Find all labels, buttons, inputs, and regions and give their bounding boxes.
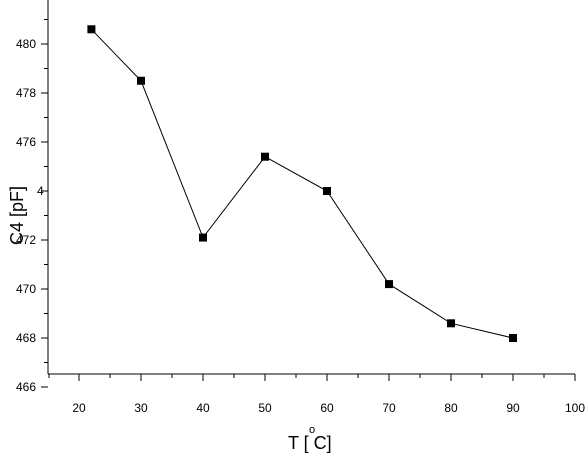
x-tick-label-90: 90 [506, 401, 520, 415]
data-point-40 [199, 233, 207, 242]
data-point-90 [509, 334, 517, 342]
plot-area [87, 25, 517, 342]
data-point-30 [137, 76, 145, 85]
x-ticks: 20 30 40 50 60 70 80 90 100 [48, 374, 585, 415]
x-tick-label-20: 20 [72, 401, 86, 415]
series-markers [87, 25, 517, 342]
x-tick-label-30: 30 [134, 401, 148, 415]
y-axis-title: C4 [pF] [7, 186, 27, 245]
y-axis-title-group: C4 [pF] [7, 186, 27, 245]
data-point-60 [323, 187, 331, 195]
y-tick-label-468: 468 [16, 331, 36, 345]
x-axis-title: T [ C] [288, 433, 332, 453]
x-tick-label-80: 80 [444, 401, 458, 415]
series-line [91, 28, 514, 339]
y-axis-stray-label: 4 [37, 184, 44, 198]
y-tick-label-476: 476 [16, 135, 36, 149]
data-point-22 [87, 25, 96, 34]
x-tick-label-60: 60 [320, 401, 334, 415]
x-tick-label-40: 40 [196, 401, 210, 415]
data-point-80 [447, 319, 455, 328]
x-tick-label-100: 100 [565, 401, 585, 415]
x-axis-title-degree: o [309, 424, 315, 436]
data-point-50 [261, 152, 269, 161]
y-tick-label-470: 470 [16, 282, 36, 296]
data-point-70 [385, 280, 393, 289]
x-tick-label-50: 50 [258, 401, 272, 415]
axes [47, 0, 575, 375]
y-ticks: 466 468 470 472 476 478 480 [16, 19, 48, 394]
y-tick-label-472: 472 [16, 233, 36, 247]
x-tick-label-70: 70 [382, 401, 396, 415]
y-tick-label-480: 480 [16, 37, 36, 51]
y-tick-label-466: 466 [16, 380, 36, 394]
y-tick-label-478: 478 [16, 86, 36, 100]
